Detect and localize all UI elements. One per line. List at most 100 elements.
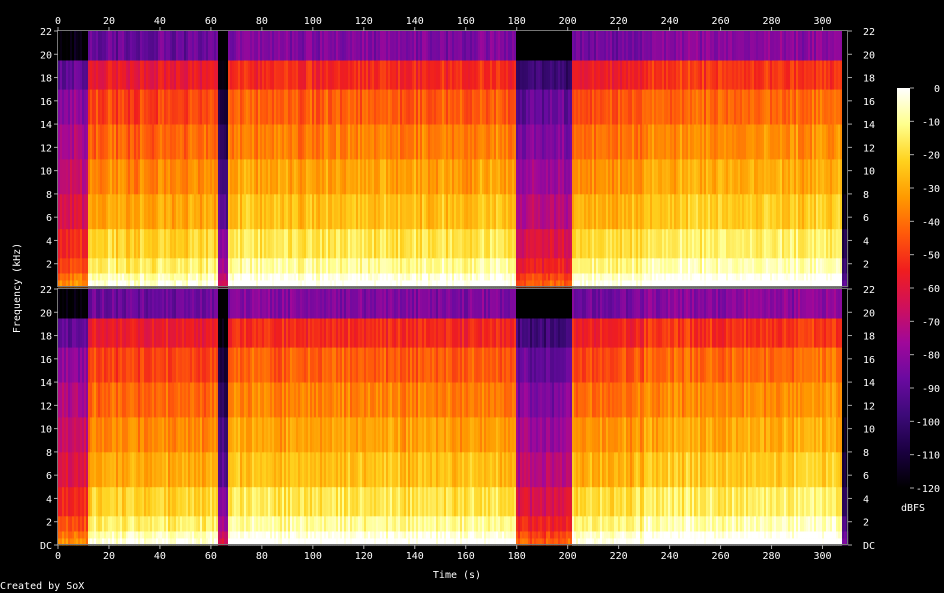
spectrogram-cell bbox=[782, 31, 785, 61]
spectrogram-cell bbox=[232, 124, 235, 160]
spectrogram-cell bbox=[656, 193, 659, 230]
spectrogram-cell bbox=[334, 257, 337, 274]
spectrogram-cell bbox=[294, 124, 297, 160]
spectrogram-cell bbox=[588, 280, 591, 288]
spectrogram-cell bbox=[238, 417, 241, 453]
spectrogram-cell bbox=[262, 228, 265, 259]
spectrogram-cell bbox=[294, 280, 297, 288]
spectrogram-cell bbox=[226, 486, 229, 517]
spectrogram-cell bbox=[474, 159, 477, 195]
spectrogram-cell bbox=[802, 280, 805, 288]
spectrogram-cell bbox=[784, 280, 787, 288]
spectrogram-cell bbox=[754, 159, 757, 195]
spectrogram-cell bbox=[820, 124, 823, 160]
spectrogram-cell bbox=[72, 486, 75, 517]
spectrogram-cell bbox=[266, 538, 269, 546]
spectrogram-cell bbox=[824, 31, 827, 61]
spectrogram-cell bbox=[606, 228, 609, 259]
spectrogram-cell bbox=[288, 124, 291, 160]
spectrogram-cell bbox=[514, 124, 517, 160]
spectrogram-cell bbox=[702, 257, 705, 274]
spectrogram-cell bbox=[230, 289, 233, 319]
spectrogram-cell bbox=[516, 60, 519, 90]
spectrogram-cell bbox=[516, 193, 519, 230]
spectrogram-cell bbox=[130, 228, 133, 259]
spectrogram-cell bbox=[380, 280, 383, 288]
spectrogram-cell bbox=[352, 228, 355, 259]
spectrogram-cell bbox=[672, 193, 675, 230]
spectrogram-cell bbox=[302, 280, 305, 288]
spectrogram-cell bbox=[594, 273, 597, 281]
spectrogram-cell bbox=[222, 531, 225, 539]
spectrogram-cell bbox=[118, 382, 121, 418]
spectrogram-cell bbox=[254, 486, 257, 517]
spectrogram-cell bbox=[152, 159, 155, 195]
spectrogram-cell bbox=[698, 159, 701, 195]
spectrogram-cell bbox=[782, 228, 785, 259]
spectrogram-cell bbox=[786, 31, 789, 61]
spectrogram-cell bbox=[214, 347, 217, 383]
spectrogram-cell bbox=[718, 31, 721, 61]
spectrogram-cell bbox=[598, 60, 601, 90]
spectrogram-cell bbox=[136, 159, 139, 195]
spectrogram-cell bbox=[148, 347, 151, 383]
spectrogram-cell bbox=[386, 257, 389, 274]
spectrogram-cell bbox=[124, 193, 127, 230]
spectrogram-cell bbox=[536, 89, 539, 125]
spectrogram-cell bbox=[216, 31, 219, 61]
spectrogram-cell bbox=[84, 486, 87, 517]
spectrogram-cell bbox=[542, 89, 545, 125]
spectrogram-cell bbox=[432, 124, 435, 160]
spectrogram-cell bbox=[454, 280, 457, 288]
spectrogram-cell bbox=[690, 280, 693, 288]
spectrogram-cell bbox=[350, 280, 353, 288]
spectrogram-cell bbox=[82, 531, 85, 539]
spectrogram-cell bbox=[226, 89, 229, 125]
spectrogram-cell bbox=[556, 124, 559, 160]
spectrogram-cell bbox=[166, 289, 169, 319]
spectrogram-cell bbox=[574, 273, 577, 281]
spectrogram-cell bbox=[488, 193, 491, 230]
spectrogram-cell bbox=[202, 280, 205, 288]
spectrogram-cell bbox=[538, 31, 541, 61]
spectrogram-cell bbox=[246, 257, 249, 274]
spectrogram-cell bbox=[174, 280, 177, 288]
spectrogram-cell bbox=[588, 257, 591, 274]
spectrogram-cell bbox=[206, 531, 209, 539]
spectrogram-cell bbox=[578, 159, 581, 195]
spectrogram-cell bbox=[328, 31, 331, 61]
spectrogram-cell bbox=[692, 60, 695, 90]
spectrogram-cell bbox=[252, 451, 255, 488]
spectrogram-cell bbox=[120, 89, 123, 125]
spectrogram-cell bbox=[828, 228, 831, 259]
spectrogram-cell bbox=[172, 382, 175, 418]
spectrogram-cell bbox=[714, 280, 717, 288]
spectrogram-cell bbox=[812, 257, 815, 274]
spectrogram-cell bbox=[792, 193, 795, 230]
spectrogram-cell bbox=[168, 318, 171, 348]
spectrogram-cell bbox=[542, 159, 545, 195]
spectrogram-cell bbox=[154, 193, 157, 230]
spectrogram-cell bbox=[564, 280, 567, 288]
spectrogram-cell bbox=[342, 159, 345, 195]
spectrogram-cell bbox=[58, 193, 61, 230]
spectrogram-cell bbox=[638, 280, 641, 288]
spectrogram-cell bbox=[844, 273, 847, 281]
spectrogram-cell bbox=[122, 289, 125, 319]
spectrogram-cell bbox=[542, 60, 545, 90]
spectrogram-cell bbox=[428, 228, 431, 259]
spectrogram-cell bbox=[562, 193, 565, 230]
spectrogram-cell bbox=[134, 257, 137, 274]
spectrogram-cell bbox=[672, 31, 675, 61]
spectrogram-cell bbox=[314, 280, 317, 288]
spectrogram-cell bbox=[336, 60, 339, 90]
spectrogram-cell bbox=[260, 60, 263, 90]
spectrogram-cell bbox=[340, 280, 343, 288]
spectrogram-cell bbox=[240, 451, 243, 488]
spectrogram-cell bbox=[64, 228, 67, 259]
spectrogram-cell bbox=[72, 60, 75, 90]
spectrogram-cell bbox=[326, 228, 329, 259]
spectrogram-cell bbox=[418, 257, 421, 274]
spectrogram-cell bbox=[188, 60, 191, 90]
spectrogram-cell bbox=[208, 280, 211, 288]
